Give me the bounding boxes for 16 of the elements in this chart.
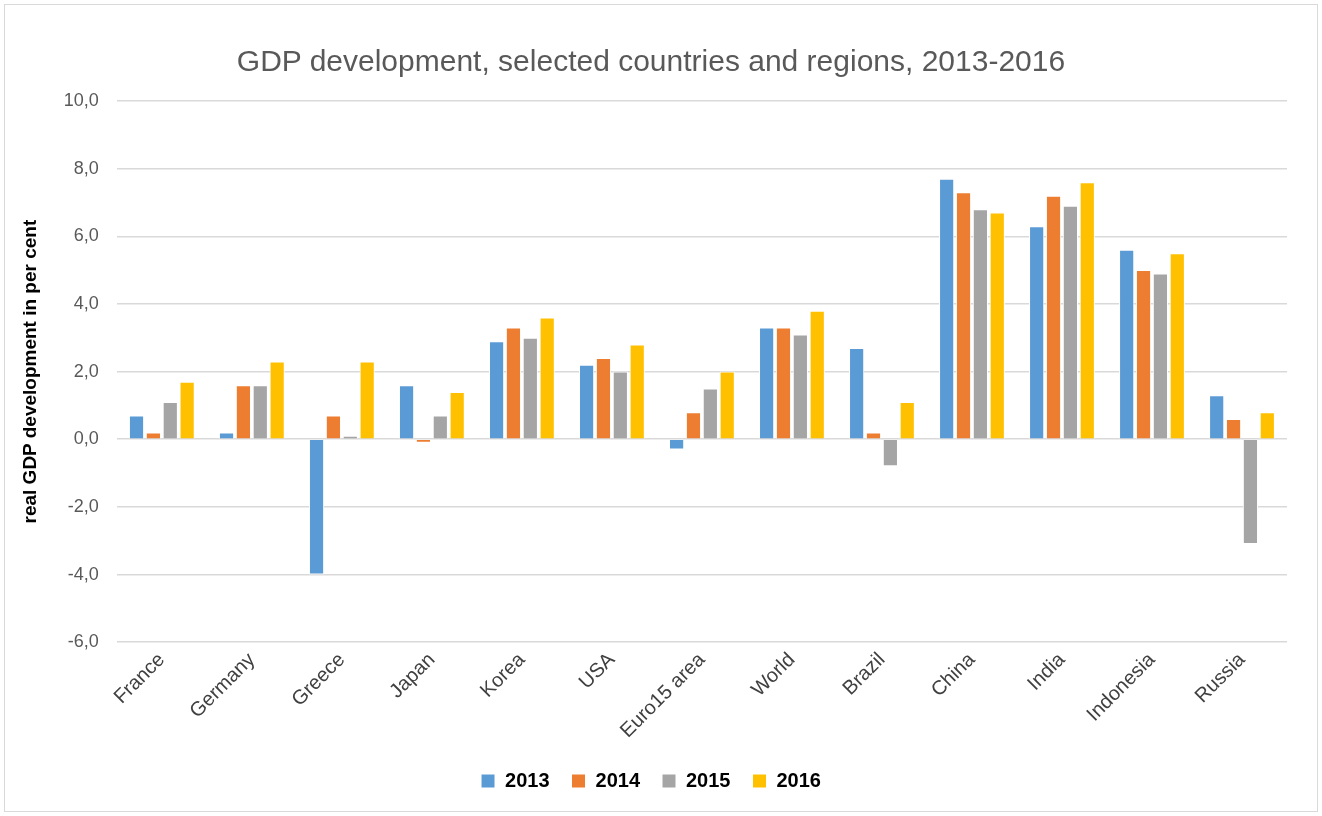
- y-tick-label: 4,0: [73, 292, 99, 313]
- legend-label: 2015: [686, 768, 731, 791]
- x-tick-label: USA: [574, 647, 620, 693]
- y-tick-label: -6,0: [67, 631, 99, 652]
- y-tick-label: -4,0: [67, 563, 99, 584]
- y-tick-label: 2,0: [73, 360, 99, 381]
- legend-label: 2014: [595, 768, 641, 791]
- y-tick-label: 8,0: [73, 157, 99, 178]
- y-tick-label: 0,0: [73, 428, 99, 449]
- y-tick-label: -2,0: [67, 495, 99, 516]
- chart-title: GDP development, selected countries and regions, 2013-2016: [236, 44, 1066, 78]
- y-axis-title: real GDP development in per cent: [18, 219, 40, 524]
- y-tick-label: 10,0: [63, 89, 99, 110]
- legend-label: 2013: [505, 768, 550, 791]
- y-tick-label: 6,0: [73, 225, 99, 246]
- legend-label: 2016: [776, 768, 821, 791]
